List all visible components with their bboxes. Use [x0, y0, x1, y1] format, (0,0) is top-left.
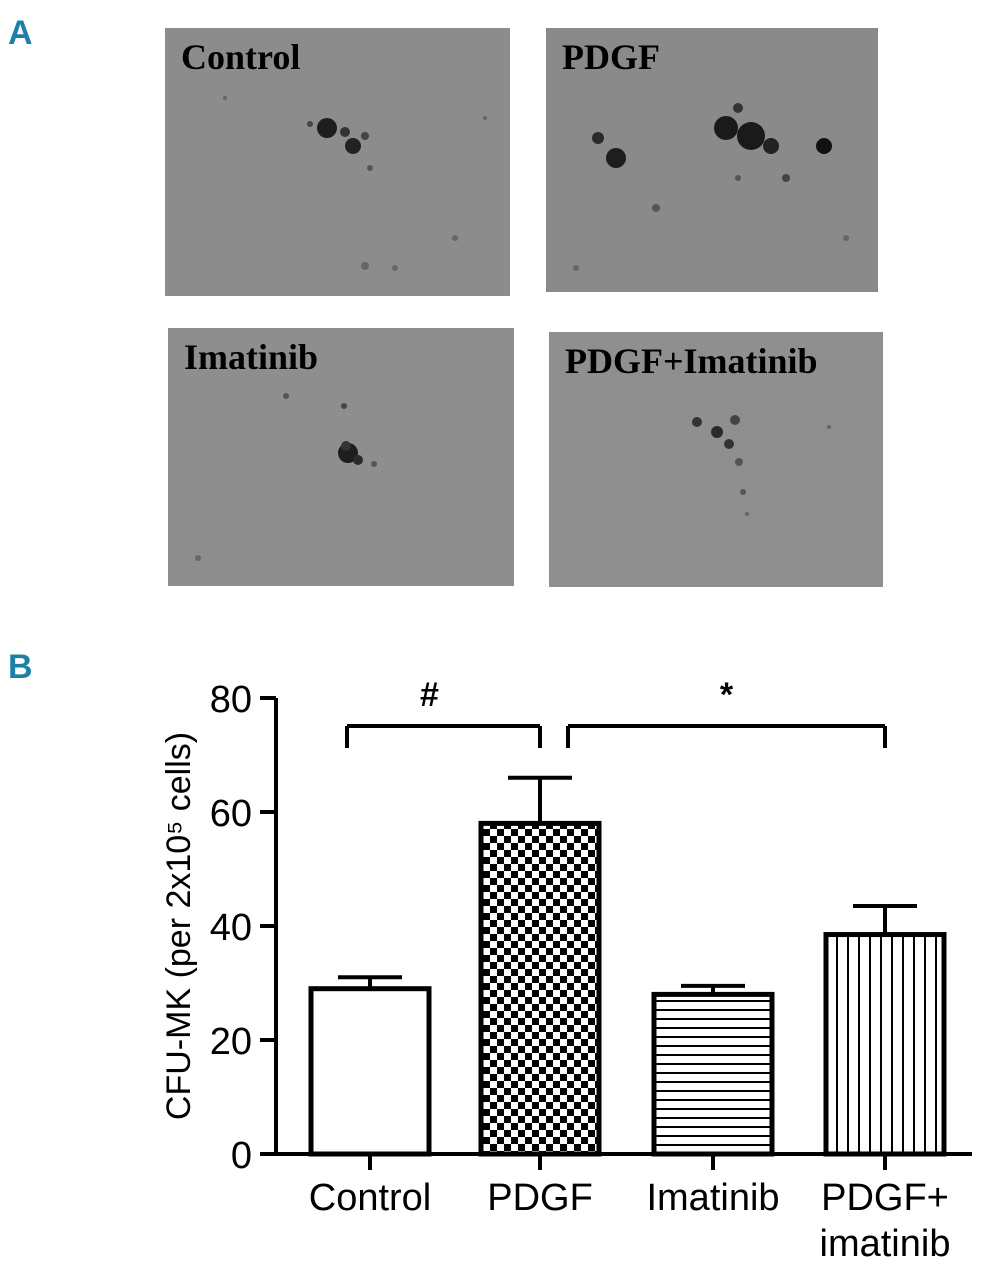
y-tick-label: 80 — [210, 679, 252, 721]
bar — [823, 932, 947, 1157]
micrograph-label: PDGF — [562, 37, 660, 77]
y-axis-label: CFU-MK (per 2x10⁵ cells) — [160, 732, 198, 1120]
y-tick-label: 20 — [210, 1021, 252, 1063]
significance-symbol: # — [420, 676, 439, 714]
micrograph-label: Imatinib — [184, 337, 319, 377]
y-tick-label: 60 — [210, 793, 252, 835]
y-tick-label: 40 — [210, 907, 252, 949]
micrograph-label: Control — [181, 37, 301, 77]
x-tick-label: PDGF+ imatinib — [820, 1177, 951, 1265]
x-tick-label: Imatinib — [646, 1177, 779, 1219]
micrograph-control-image — [165, 28, 510, 296]
micrograph-control: Control — [165, 28, 510, 296]
labels: Control PDGF Imatinib PDGF+ imatinib CFU-MK (… — [160, 732, 950, 1265]
error-bars — [338, 775, 917, 995]
x-tick-label: Control — [309, 1177, 432, 1219]
micrograph-pdgf-imatinib-image — [549, 332, 883, 587]
x-tick-label: PDGF — [487, 1177, 593, 1219]
micrograph-pdgf-imatinib: PDGF+Imatinib — [549, 332, 883, 587]
bars — [308, 820, 947, 1157]
y-tick-label: 0 — [231, 1135, 252, 1177]
micrograph-label: PDGF+Imatinib — [565, 341, 818, 381]
significance-symbol: * — [720, 676, 734, 714]
micrograph-imatinib-image — [168, 328, 514, 586]
micrograph-pdgf: PDGF — [546, 28, 878, 292]
panel-b-label: B — [8, 648, 33, 686]
bar — [308, 986, 432, 1157]
bar — [651, 991, 775, 1157]
significance-brackets: # * — [345, 676, 887, 748]
micrograph-pdgf-image — [546, 28, 878, 292]
axes: 0 20 40 60 80 — [210, 679, 972, 1177]
bar — [478, 820, 602, 1157]
micrograph-imatinib: Imatinib — [168, 328, 514, 586]
panel-a-label: A — [8, 14, 33, 52]
